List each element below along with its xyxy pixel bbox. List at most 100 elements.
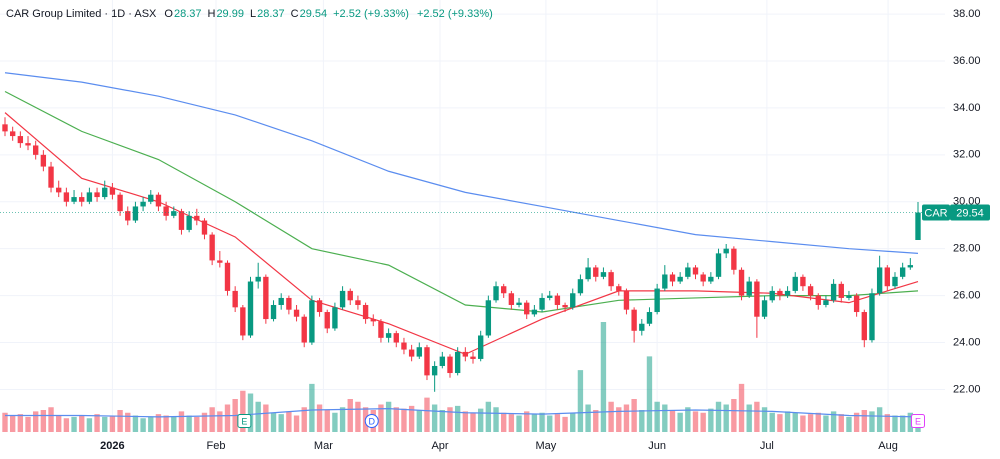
volume-ma-line bbox=[5, 408, 919, 418]
candle-body bbox=[470, 356, 476, 359]
candle-body bbox=[869, 293, 875, 341]
candle-body bbox=[838, 283, 844, 298]
candle-body bbox=[654, 288, 660, 313]
x-tick-label: 2026 bbox=[100, 440, 124, 452]
volume-bar bbox=[255, 401, 261, 432]
volume-bar bbox=[715, 401, 722, 432]
candle-body bbox=[846, 295, 852, 298]
candle-body bbox=[616, 286, 622, 291]
volume-bar bbox=[792, 412, 798, 432]
volume-bar bbox=[217, 411, 223, 432]
change-label: +2.52 (+9.33%) bbox=[333, 8, 409, 20]
candle-body bbox=[447, 356, 453, 374]
y-tick-label: 36.00 bbox=[953, 55, 981, 67]
candle-body bbox=[347, 290, 353, 301]
volume-bar bbox=[102, 416, 108, 432]
candle-body bbox=[25, 143, 31, 146]
candle-body bbox=[408, 349, 415, 357]
candle-body bbox=[40, 154, 47, 167]
volume-bar bbox=[71, 416, 77, 432]
volume-bar bbox=[700, 412, 706, 432]
event-label: E bbox=[915, 416, 921, 426]
candle-body bbox=[79, 197, 85, 202]
candle-body bbox=[339, 290, 346, 308]
volume-bar bbox=[148, 416, 154, 432]
volume-bar bbox=[876, 407, 883, 432]
chart-title: CAR Group Limited · 1D · ASX bbox=[6, 8, 157, 20]
volume-bar bbox=[171, 416, 177, 432]
candle-body bbox=[746, 281, 752, 296]
candle-body bbox=[293, 309, 300, 317]
candle-body bbox=[700, 274, 706, 282]
volume-bar bbox=[385, 401, 392, 432]
volume-bar bbox=[470, 412, 476, 432]
candle-body bbox=[286, 297, 292, 310]
y-tick-label: 22.00 bbox=[953, 383, 981, 395]
volume-bar bbox=[639, 410, 645, 432]
candle-body bbox=[140, 201, 146, 207]
candle-body bbox=[462, 351, 469, 357]
y-tick-label: 32.00 bbox=[953, 149, 981, 161]
candle-body bbox=[731, 248, 737, 270]
volume-bar bbox=[424, 397, 430, 432]
candle-body bbox=[915, 212, 921, 240]
candle-body bbox=[370, 319, 376, 322]
candle-body bbox=[501, 286, 507, 294]
volume-bar bbox=[677, 412, 683, 432]
candle-body bbox=[861, 312, 867, 341]
volume-bar bbox=[63, 418, 70, 432]
candle-body bbox=[9, 131, 16, 137]
price-tag bbox=[950, 204, 990, 221]
ohlc-value: 29.99 bbox=[216, 8, 244, 20]
volume-bar bbox=[201, 412, 208, 432]
volume-bar bbox=[547, 415, 553, 432]
candle-body bbox=[784, 290, 791, 296]
candle-body bbox=[531, 309, 538, 315]
volume-bar bbox=[240, 390, 246, 432]
volume-bar bbox=[562, 416, 568, 432]
candle-body bbox=[201, 220, 208, 235]
candle-body bbox=[33, 145, 39, 155]
x-tick-label: Aug bbox=[878, 440, 898, 452]
volume-bar bbox=[339, 407, 346, 432]
candle-body bbox=[899, 267, 906, 277]
x-tick-label: May bbox=[536, 440, 557, 452]
candle-body bbox=[639, 323, 645, 331]
y-tick-label: 26.00 bbox=[953, 290, 981, 302]
candle-body bbox=[109, 187, 116, 195]
x-tick-label: Jun bbox=[648, 440, 666, 452]
volume-bar bbox=[807, 414, 814, 432]
candle-body bbox=[2, 124, 8, 132]
candle-body bbox=[792, 276, 798, 291]
candle-body bbox=[823, 300, 829, 305]
ma-line bbox=[4, 72, 919, 254]
x-tick-label: Jul bbox=[760, 440, 774, 452]
volume-bar bbox=[9, 415, 16, 432]
candle-body bbox=[71, 197, 77, 202]
candle-body bbox=[777, 290, 783, 296]
price-tag-symbol bbox=[922, 204, 950, 221]
volume-bar bbox=[685, 407, 691, 432]
candle-body bbox=[125, 211, 131, 221]
volume-bar bbox=[838, 414, 844, 432]
candle-body bbox=[876, 267, 883, 294]
candle-body bbox=[232, 290, 238, 308]
volume-bar bbox=[892, 415, 898, 432]
candle-body bbox=[278, 297, 284, 305]
candle-body bbox=[316, 300, 323, 313]
candle-body bbox=[63, 192, 70, 202]
candle-body bbox=[355, 300, 361, 305]
volume-bar bbox=[25, 416, 31, 432]
volume-bar bbox=[593, 410, 599, 432]
candle-body bbox=[677, 276, 683, 282]
volume-bar bbox=[501, 412, 507, 432]
candle-body bbox=[669, 274, 676, 282]
volume-bar bbox=[125, 412, 131, 432]
volume-bar bbox=[608, 401, 614, 432]
volume-bar bbox=[186, 415, 192, 432]
volume-bar bbox=[899, 415, 906, 432]
price-tag-value: 29.54 bbox=[956, 207, 984, 219]
candle-body bbox=[209, 234, 215, 261]
event-marker bbox=[911, 414, 925, 428]
